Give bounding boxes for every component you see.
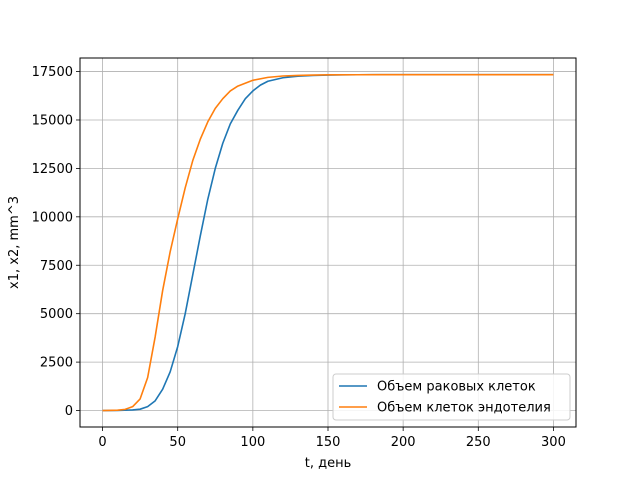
y-tick-label: 0 — [65, 404, 73, 419]
x-tick-label: 300 — [541, 435, 566, 450]
x-tick-label: 0 — [98, 435, 106, 450]
x-tick-label: 150 — [316, 435, 341, 450]
y-axis-title: x1, x2, mm^3 — [7, 196, 22, 289]
x-tick-label: 250 — [466, 435, 491, 450]
axis-ticks: 0 50 100 150 200 250 300 0 2500 5000 7500 10000 1250… — [32, 65, 566, 450]
y-tick-label: 10000 — [32, 210, 73, 225]
y-tick-label: 7500 — [40, 259, 73, 274]
y-tick-label: 5000 — [40, 307, 73, 322]
x-tick-label: 200 — [391, 435, 416, 450]
x-tick-label: 100 — [240, 435, 265, 450]
y-tick-label: 12500 — [32, 162, 73, 177]
grid-lines — [80, 58, 576, 427]
x-axis-title: t, день — [305, 456, 352, 471]
y-tick-label: 15000 — [32, 113, 73, 128]
x-tick-label: 50 — [169, 435, 186, 450]
legend-label: Объем раковых клеток — [377, 380, 536, 395]
legend: Объем раковых клеток Объем клеток эндотел… — [332, 373, 571, 421]
legend-label: Объем клеток эндотелия — [377, 401, 551, 416]
series-line-2 — [102, 73, 554, 412]
series-group — [102, 73, 554, 412]
y-tick-label: 17500 — [32, 65, 73, 80]
legend-box — [332, 373, 571, 421]
y-tick-label: 2500 — [40, 356, 73, 371]
